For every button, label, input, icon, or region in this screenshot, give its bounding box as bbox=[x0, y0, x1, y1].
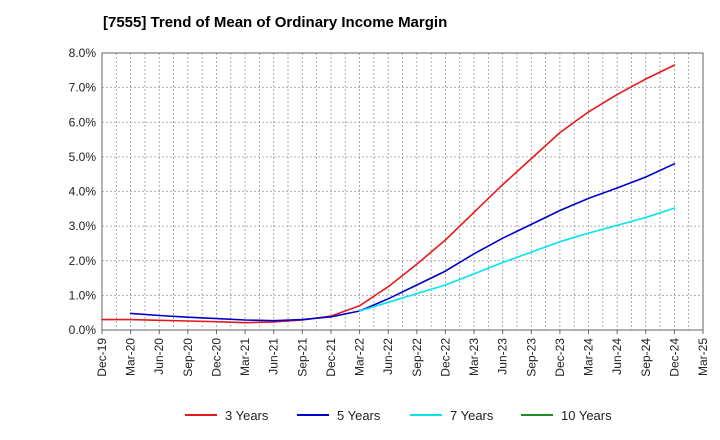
x-tick-label: Dec-21 bbox=[324, 338, 338, 377]
x-tick-label: Sep-21 bbox=[295, 338, 309, 377]
plot-border bbox=[101, 52, 704, 331]
x-tick-label: Jun-23 bbox=[496, 338, 510, 375]
x-tick-label: Sep-22 bbox=[410, 338, 424, 377]
grid bbox=[102, 53, 703, 330]
x-tick-label: Jun-20 bbox=[152, 338, 166, 375]
chart-title: [7555] Trend of Mean of Ordinary Income … bbox=[103, 14, 448, 31]
y-tick-label: 4.0% bbox=[69, 185, 97, 199]
x-tick-label: Sep-24 bbox=[639, 338, 653, 377]
y-tick-label: 5.0% bbox=[69, 150, 97, 164]
x-tick-label: Sep-20 bbox=[181, 338, 195, 377]
x-tick-label: Dec-24 bbox=[667, 338, 681, 377]
legend-item-10-years: 10 Years bbox=[521, 408, 612, 423]
axes: 0.0% 1.0% 2.0% 3.0% 4.0% 5.0% 6.0% 7.0% 8.0% Dec-… bbox=[69, 46, 710, 377]
x-tick-label: Jun-22 bbox=[381, 338, 395, 375]
x-tick-label: Dec-22 bbox=[438, 338, 452, 377]
legend-item-7-years: 7 Years bbox=[410, 408, 494, 423]
y-tick-label: 1.0% bbox=[69, 288, 97, 302]
x-tick-label: Jun-21 bbox=[267, 338, 281, 375]
x-tick-label: Dec-20 bbox=[209, 338, 223, 377]
x-tick-label: Sep-23 bbox=[524, 338, 538, 377]
series-line-7-years bbox=[358, 207, 676, 312]
x-tick-label: Dec-23 bbox=[553, 338, 567, 377]
x-tick-label: Mar-20 bbox=[124, 338, 138, 376]
legend-label: 3 Years bbox=[225, 408, 269, 423]
series-line-5-years bbox=[129, 163, 676, 322]
legend: 3 Years 5 Years 7 Years 10 Years bbox=[185, 408, 612, 423]
x-tick-label: Mar-22 bbox=[353, 338, 367, 376]
y-tick-label: 0.0% bbox=[69, 323, 97, 337]
series-lines bbox=[101, 64, 676, 324]
x-tick-label: Mar-23 bbox=[467, 338, 481, 376]
x-tick-label: Mar-25 bbox=[696, 338, 710, 376]
legend-label: 10 Years bbox=[561, 408, 612, 423]
y-tick-label: 3.0% bbox=[69, 219, 97, 233]
legend-label: 7 Years bbox=[450, 408, 494, 423]
series-line-3-years bbox=[101, 64, 676, 324]
legend-item-3-years: 3 Years bbox=[185, 408, 269, 423]
x-tick-label: Dec-19 bbox=[95, 338, 109, 377]
x-tick-label: Jun-24 bbox=[610, 338, 624, 375]
legend-item-5-years: 5 Years bbox=[297, 408, 381, 423]
x-tick-label: Mar-24 bbox=[582, 338, 596, 376]
y-tick-label: 6.0% bbox=[69, 115, 97, 129]
x-tick-label: Mar-21 bbox=[238, 338, 252, 376]
y-tick-label: 8.0% bbox=[69, 46, 97, 60]
legend-label: 5 Years bbox=[337, 408, 381, 423]
y-tick-label: 7.0% bbox=[69, 81, 97, 95]
y-tick-label: 2.0% bbox=[69, 254, 97, 268]
